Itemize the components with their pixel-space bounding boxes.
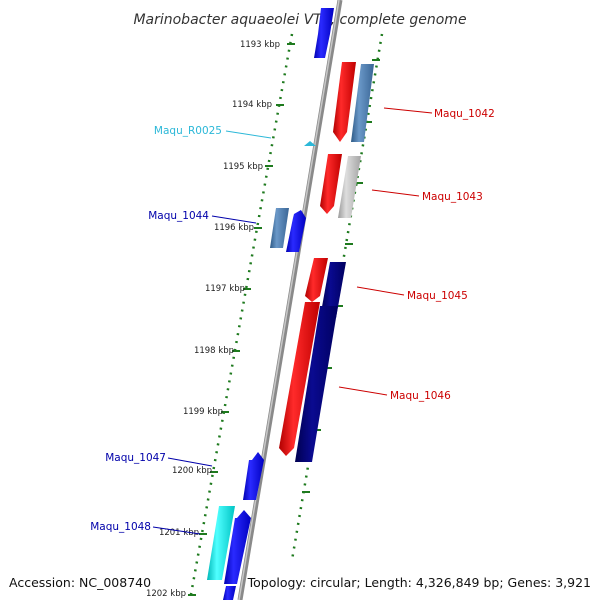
- kbp-label-1195: 1195 kbp: [223, 162, 263, 172]
- leader-maqu-r0025: [225, 130, 272, 139]
- kbp-label-1202: 1202 kbp: [146, 589, 186, 599]
- leader-maqu-1044: [211, 215, 257, 224]
- gene-maqu-1042[interactable]: [333, 62, 356, 142]
- label-maqu-1042[interactable]: Maqu_1042: [434, 108, 495, 120]
- genome-backbone: [237, 0, 343, 600]
- left-major-ticks: [188, 43, 295, 596]
- leader-maqu-1046: [338, 386, 388, 396]
- kbp-label-1197: 1197 kbp: [205, 284, 245, 294]
- label-maqu-1047[interactable]: Maqu_1047: [105, 452, 166, 464]
- gene-maqu-1043[interactable]: [320, 154, 342, 214]
- label-maqu-1046[interactable]: Maqu_1046: [390, 390, 451, 402]
- gene-top-forward[interactable]: [314, 8, 334, 58]
- leader-maqu-1047: [167, 457, 213, 467]
- accession-text: Accession: NC_008740: [9, 575, 151, 590]
- kbp-label-1198: 1198 kbp: [194, 346, 234, 356]
- gene-maqu-1048-cyan[interactable]: [207, 506, 235, 580]
- gene-maqu-1044[interactable]: [286, 210, 306, 252]
- gene-maqu-1044-steel[interactable]: [270, 208, 289, 248]
- gene-maqu-1046[interactable]: [295, 306, 338, 462]
- gene-maqu-1047[interactable]: [243, 452, 264, 500]
- gene-maqu-1042-partner[interactable]: [351, 64, 374, 142]
- gene-maqu-1045[interactable]: [305, 258, 328, 302]
- label-maqu-1044[interactable]: Maqu_1044: [148, 210, 209, 222]
- gene-bottom-forward[interactable]: [223, 586, 236, 600]
- rna-maqu-r0025[interactable]: [304, 141, 316, 146]
- kbp-label-1201: 1201 kbp: [159, 528, 199, 538]
- kbp-label-1200: 1200 kbp: [172, 466, 212, 476]
- gene-maqu-1048[interactable]: [224, 510, 251, 584]
- leader-maqu-1043: [371, 189, 420, 197]
- kbp-label-1196: 1196 kbp: [214, 223, 254, 233]
- leader-maqu-1048: [152, 526, 201, 535]
- gene-maqu-1046-red[interactable]: [279, 302, 320, 456]
- leader-maqu-1045: [356, 286, 405, 296]
- kbp-label-1199: 1199 kbp: [183, 407, 223, 417]
- label-maqu-1043[interactable]: Maqu_1043: [422, 191, 483, 203]
- leader-maqu-1042: [383, 107, 433, 114]
- map-title: Marinobacter aquaeolei VT8, complete gen…: [133, 12, 466, 28]
- label-maqu-1045[interactable]: Maqu_1045: [407, 290, 468, 302]
- gene-maqu-1045-dark[interactable]: [320, 262, 346, 318]
- kbp-label-1194: 1194 kbp: [232, 100, 272, 110]
- gene-maqu-1043-gray[interactable]: [338, 156, 361, 218]
- label-maqu-r0025[interactable]: Maqu_R0025: [154, 125, 222, 137]
- kbp-label-1193: 1193 kbp: [240, 40, 280, 50]
- label-maqu-1048[interactable]: Maqu_1048: [90, 521, 151, 533]
- topology-text: Topology: circular; Length: 4,326,849 bp…: [247, 575, 591, 590]
